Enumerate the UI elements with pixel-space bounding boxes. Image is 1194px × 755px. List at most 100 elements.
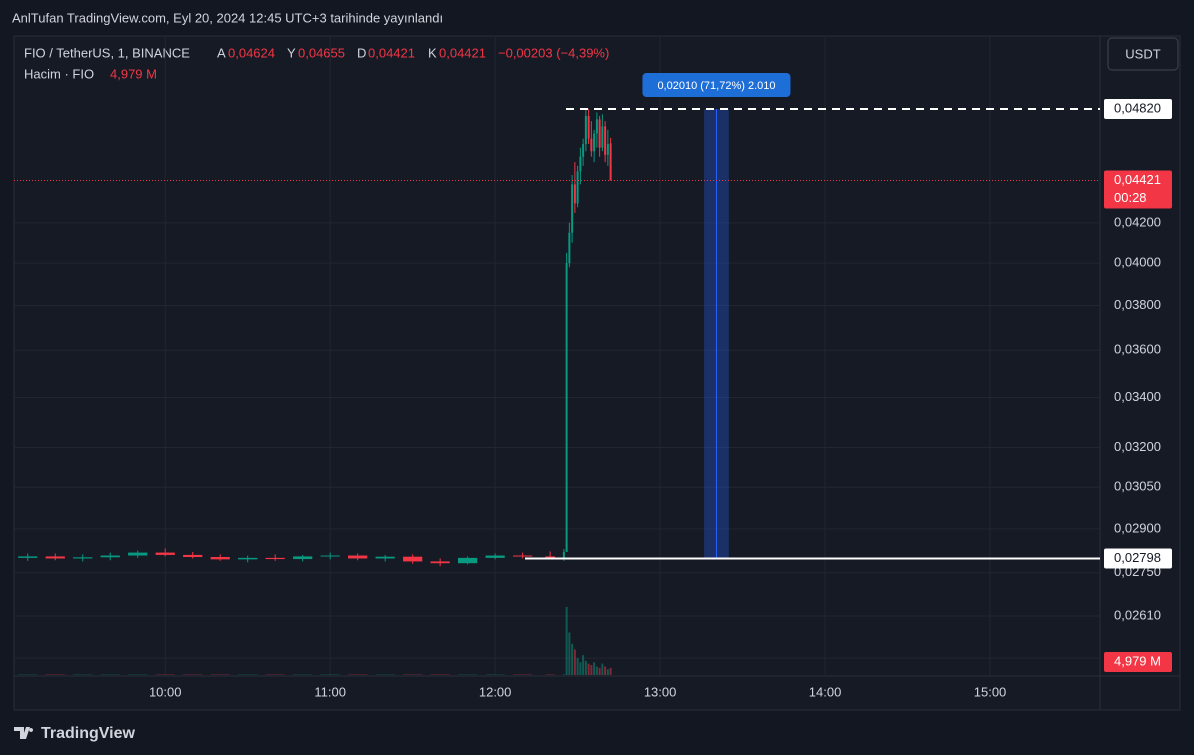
ohlc-letter: Y	[287, 45, 296, 60]
ohlc-letter: A	[217, 45, 226, 60]
candle-body	[375, 556, 395, 559]
x-tick-label: 11:00	[314, 684, 346, 699]
candle-body	[403, 556, 423, 562]
logo	[14, 727, 34, 739]
candle-body	[582, 144, 585, 157]
ohlc-value: 0,04421	[368, 45, 415, 60]
change: −0,00203 (−4,39%)	[498, 45, 609, 60]
candle-body	[579, 156, 582, 172]
ohlc-letter: D	[357, 45, 366, 60]
candle-body	[609, 143, 612, 181]
y-tick-label: 0,03600	[1114, 342, 1161, 357]
ohlc-value: 0,04421	[439, 45, 486, 60]
volume-bar	[562, 674, 565, 675]
publish-header: AnlTufan TradingView.com, Eyl 20, 2024 1…	[12, 10, 443, 25]
candle-body	[18, 556, 38, 558]
x-tick-label: 10:00	[149, 684, 182, 699]
candle-body	[573, 184, 576, 204]
candle-body	[598, 119, 601, 148]
high-label-box	[1104, 99, 1172, 120]
candle-body	[565, 263, 568, 552]
volume-bar	[593, 662, 596, 675]
candle-body	[430, 561, 450, 564]
candle-body	[210, 556, 230, 560]
y-tick-label: 0,02610	[1114, 607, 1161, 622]
currency-button[interactable]	[1107, 37, 1179, 71]
volume-bar	[609, 667, 612, 675]
volume-axis-label: 4,979 M	[1114, 653, 1161, 668]
volume-bar	[576, 658, 579, 675]
volume-bar	[587, 663, 590, 675]
candle-body	[458, 557, 478, 564]
candle-body	[293, 556, 313, 560]
y-tick-label: 0,04200	[1114, 214, 1161, 229]
candle-body	[576, 171, 579, 204]
candle-body	[348, 555, 368, 559]
logo-text: TradingView	[41, 725, 136, 742]
candle-body	[155, 552, 175, 555]
x-tick-label: 14:00	[809, 684, 842, 699]
volume-title: Hacim · FIO	[24, 66, 94, 81]
candle-body	[513, 555, 533, 557]
candle-body	[265, 557, 285, 560]
candle-body	[562, 551, 565, 559]
y-tick-label: 0,03800	[1114, 297, 1161, 312]
volume-bar	[573, 649, 576, 675]
candle-body	[595, 119, 598, 134]
candle-body	[571, 184, 574, 233]
candle-body	[320, 555, 340, 557]
volume-bar	[598, 667, 601, 675]
candle-body	[128, 552, 148, 556]
candle-body	[584, 115, 587, 145]
ohlc-value: 0,04624	[228, 45, 275, 60]
y-tick-label: 0,03400	[1114, 389, 1161, 404]
volume-bar	[571, 643, 574, 675]
candle-body	[593, 133, 596, 152]
y-tick-label: 0,04000	[1114, 255, 1161, 270]
chart-panel	[13, 35, 1181, 711]
y-tick-label: 0,03200	[1114, 439, 1161, 454]
measure-label-box	[642, 73, 791, 97]
y-tick-label: 0,02900	[1114, 520, 1161, 535]
volume-bar	[582, 655, 585, 675]
candle-body	[604, 126, 607, 155]
volume-bar	[568, 632, 571, 675]
candle-body	[238, 557, 258, 560]
ohlc-value: 0,04655	[298, 45, 345, 60]
low-label: 0,02798	[1114, 550, 1161, 565]
ohlc-letter: K	[428, 45, 437, 60]
candle-body	[568, 232, 571, 264]
volume-bar	[590, 665, 593, 675]
candle-body	[601, 126, 604, 148]
last-price-label: 0,04421	[1114, 172, 1161, 187]
candle-body	[590, 138, 593, 152]
volume-bar	[601, 663, 604, 675]
high-label: 0,04820	[1114, 100, 1161, 115]
candle-body	[587, 115, 590, 139]
candle-body	[183, 554, 203, 557]
x-tick-label: 13:00	[644, 684, 677, 699]
volume-current: 4,979 M	[110, 66, 157, 81]
volume-bar	[606, 669, 609, 675]
volume-bar	[595, 666, 598, 675]
volume-bar	[584, 660, 587, 675]
x-tick-label: 15:00	[974, 684, 1007, 699]
candle-body	[45, 556, 65, 559]
candle-body	[100, 555, 120, 558]
y-tick-label: 0,03050	[1114, 479, 1161, 494]
candle-body	[606, 144, 609, 155]
candle-body	[73, 557, 93, 559]
measure-label: 0,02010 (71,72%) 2.010	[657, 80, 775, 92]
volume-bar	[604, 666, 607, 675]
x-tick-label: 12:00	[479, 684, 512, 699]
last-price-box	[1104, 170, 1172, 209]
candle-body	[485, 555, 505, 558]
low-label-box	[1104, 548, 1172, 569]
currency[interactable]: USDT	[1125, 46, 1160, 61]
symbol: FIO / TetherUS, 1, BINANCE	[24, 45, 190, 60]
volume-bar	[579, 662, 582, 675]
countdown: 00:28	[1114, 190, 1147, 205]
candle-body	[545, 556, 555, 559]
volume-label-box	[1104, 652, 1172, 672]
